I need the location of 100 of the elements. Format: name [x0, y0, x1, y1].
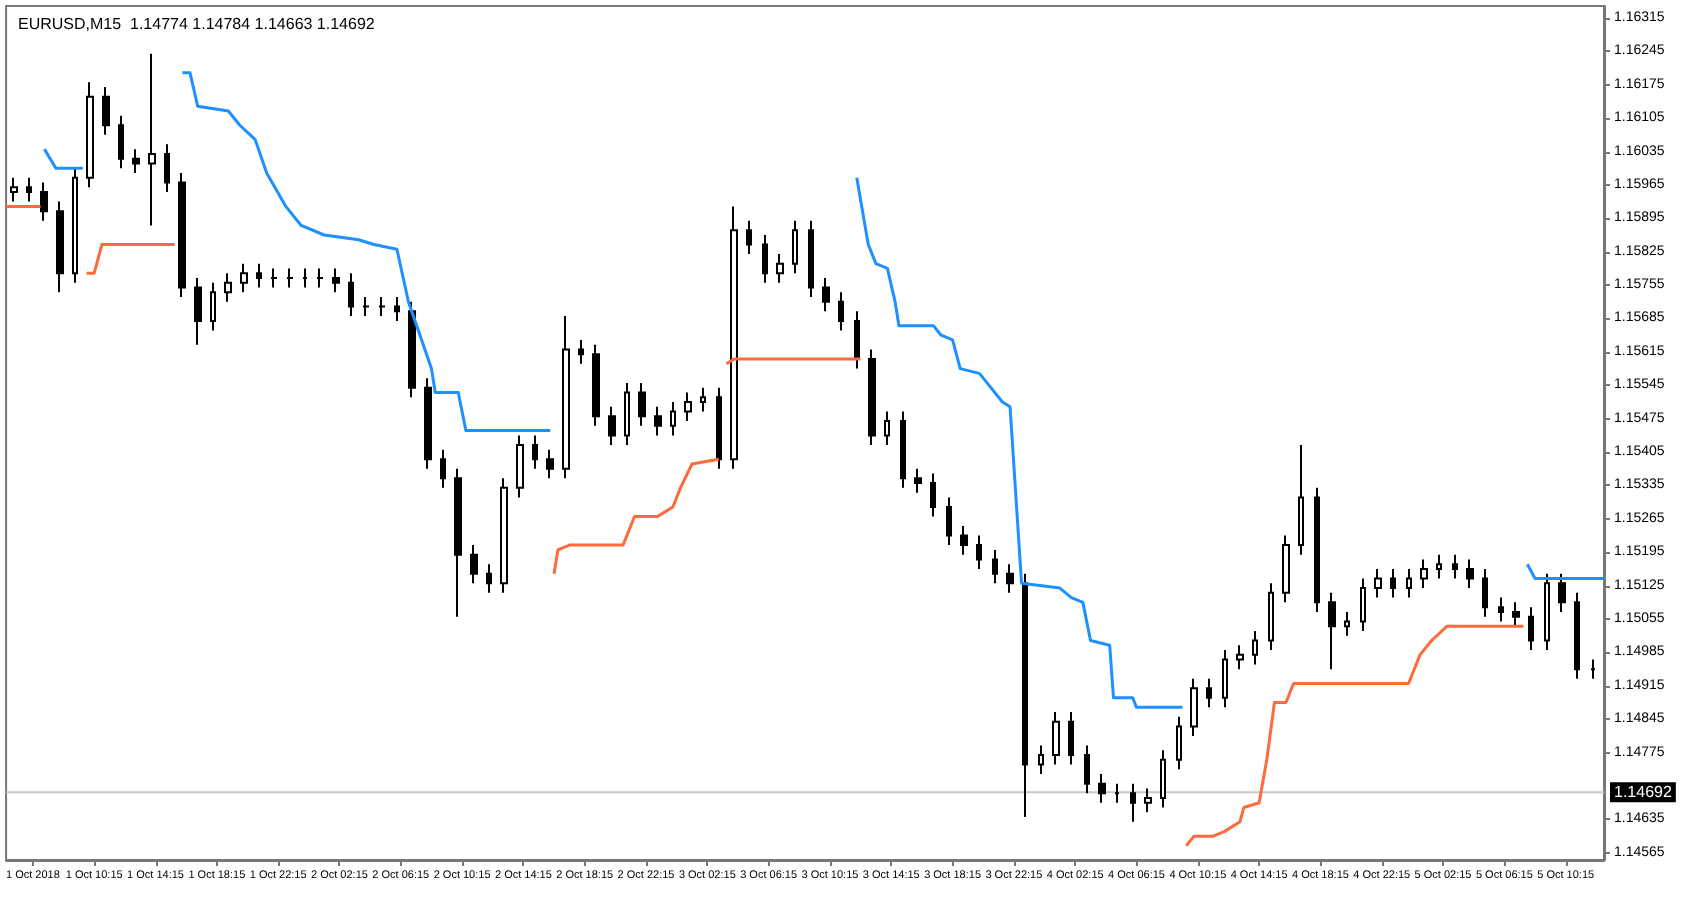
- candlestick: [730, 205, 738, 470]
- candlestick: [992, 548, 998, 585]
- candlestick: [1144, 787, 1152, 814]
- candlestick: [822, 276, 830, 313]
- candlestick: [960, 525, 968, 556]
- candlestick: [1022, 572, 1028, 819]
- candlestick: [1436, 553, 1442, 580]
- candlestick: [1512, 601, 1520, 628]
- candlestick: [1590, 658, 1596, 680]
- candlestick: [1252, 629, 1258, 666]
- candlestick: [776, 253, 784, 284]
- candlestick: [1190, 677, 1198, 737]
- candlestick: [224, 272, 232, 303]
- candlestick: [1374, 567, 1382, 599]
- candlestick: [684, 391, 692, 423]
- candlestick: [440, 448, 446, 489]
- candlestick: [884, 410, 890, 446]
- candlestick: [1130, 782, 1136, 823]
- candlestick: [394, 296, 400, 322]
- candlestick: [914, 467, 922, 494]
- candlestick: [1222, 649, 1228, 709]
- candlestick: [1420, 558, 1428, 590]
- candlestick: [348, 272, 354, 318]
- candlestick: [424, 377, 432, 470]
- candlestick: [210, 281, 216, 332]
- candlestick: [700, 386, 706, 413]
- candlestick: [1360, 577, 1366, 632]
- candlestick: [1006, 563, 1014, 594]
- ref-line-label: 1.14692: [1614, 783, 1673, 802]
- candlestick: [1268, 582, 1274, 652]
- candlestick: [1068, 711, 1074, 766]
- candlestick: [854, 310, 860, 370]
- candlestick: [1328, 591, 1336, 671]
- candlestick: [102, 86, 110, 136]
- candlestick: [500, 477, 508, 594]
- candlestick: [1452, 553, 1458, 580]
- candlestick: [332, 267, 340, 294]
- candlestick: [1528, 606, 1534, 652]
- candlestick: [670, 400, 676, 437]
- candlestick: [1114, 782, 1120, 804]
- candlestick: [868, 348, 876, 446]
- candlestick: [746, 219, 752, 256]
- candlestick: [118, 114, 124, 170]
- candlestick: [302, 267, 308, 289]
- candlestick: [900, 410, 906, 489]
- candlestick: [762, 234, 768, 284]
- candlestick: [408, 300, 416, 399]
- candlestick: [86, 81, 94, 189]
- candlestick: [1466, 558, 1474, 590]
- candlestick: [1558, 572, 1566, 613]
- candlestick: [1390, 567, 1396, 599]
- candlestick: [1344, 610, 1350, 637]
- candlestick: [1160, 749, 1166, 809]
- candlestick: [592, 343, 600, 427]
- candlestick: [716, 386, 722, 470]
- candlestick: [1084, 744, 1090, 795]
- candlestick: [178, 171, 186, 299]
- candlestick: [26, 176, 32, 203]
- candlestick: [1236, 644, 1244, 671]
- candlestick: [1314, 486, 1320, 613]
- candlestick: [10, 176, 18, 203]
- candlestick: [1098, 773, 1106, 804]
- candlestick: [454, 467, 462, 618]
- candlestick: [194, 276, 202, 346]
- candlestick: [40, 181, 48, 222]
- candlestick: [532, 434, 538, 470]
- candlestick: [1406, 567, 1412, 599]
- candlestick: [270, 267, 278, 289]
- candlestick: [808, 219, 814, 299]
- candlestick: [1206, 677, 1212, 709]
- candlestick: [654, 405, 662, 437]
- candlestick: [240, 262, 248, 294]
- candlestick: [486, 563, 492, 594]
- candlestick: [516, 434, 524, 499]
- candlestick: [608, 405, 616, 446]
- candlestick: [1482, 567, 1488, 618]
- candlestick: [72, 167, 78, 284]
- candlestick: [792, 219, 798, 275]
- candlestick: [1544, 572, 1550, 652]
- candlestick: [946, 496, 952, 547]
- candlestick: [164, 143, 170, 194]
- candlestick: [624, 381, 630, 446]
- candlestick: [1176, 715, 1182, 771]
- candlestick: [638, 381, 646, 427]
- candlestick: [362, 296, 370, 318]
- candlestick: [1282, 534, 1290, 604]
- candlestick: [1498, 596, 1504, 623]
- candlestick: [1052, 711, 1060, 766]
- candlestick: [316, 267, 324, 289]
- candlestick: [56, 200, 64, 294]
- candlestick: [562, 315, 570, 480]
- candlestick: [378, 296, 386, 318]
- candlestick: [838, 291, 844, 332]
- candlestick: [1298, 443, 1304, 556]
- candlestick: [930, 472, 936, 518]
- candlestick: [976, 534, 982, 570]
- candlestick: [546, 448, 554, 480]
- candlestick: [1574, 591, 1580, 680]
- candlestick: [148, 52, 156, 227]
- candlestick: [470, 544, 478, 585]
